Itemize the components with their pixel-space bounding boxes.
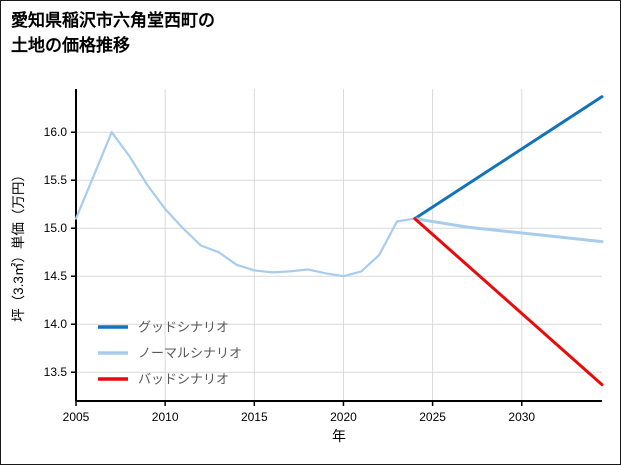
y-tick-label: 16.0: [44, 125, 68, 139]
legend-label-normal: ノーマルシナリオ: [138, 346, 242, 361]
x-tick-label: 2020: [330, 410, 357, 424]
legend-label-bad: バッドシナリオ: [138, 372, 229, 387]
x-tick-label: 2015: [241, 410, 268, 424]
y-axis-label: 坪（3.3㎡）単価（万円）: [11, 168, 26, 322]
series-line-good: [413, 95, 604, 221]
y-tick-label: 13.5: [44, 365, 68, 379]
x-tick-label: 2010: [152, 410, 179, 424]
y-tick-label: 14.5: [44, 269, 68, 283]
x-tick-label: 2030: [508, 410, 535, 424]
series-line-normal: [413, 217, 604, 244]
x-axis-label: 年: [332, 428, 346, 444]
page-title-line1: 愛知県稲沢市六角堂西町の: [11, 11, 215, 30]
x-tick-label: 2005: [63, 410, 90, 424]
y-tick-label: 15.0: [44, 221, 68, 235]
y-tick-label: 15.5: [44, 173, 68, 187]
series-line-bad: [413, 217, 604, 387]
series-line-actual: [74, 131, 416, 278]
page-title: 愛知県稲沢市六角堂西町の 土地の価格推移: [11, 9, 215, 58]
x-tick-label: 2025: [419, 410, 446, 424]
page-title-line2: 土地の価格推移: [11, 35, 130, 55]
y-tick-label: 14.0: [44, 317, 68, 331]
legend-label-good: グッドシナリオ: [138, 320, 229, 335]
